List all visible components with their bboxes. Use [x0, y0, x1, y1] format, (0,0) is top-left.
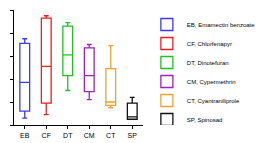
svg-text:EB: EB — [20, 132, 30, 139]
svg-text:DT, Dinotefuran: DT, Dinotefuran — [187, 60, 229, 66]
svg-text:CT, Cyantraniliprole: CT, Cyantraniliprole — [187, 98, 240, 104]
svg-text:SP, Spinosad: SP, Spinosad — [187, 117, 223, 123]
svg-text:CM, Cypermethrin: CM, Cypermethrin — [187, 79, 236, 85]
svg-text:DT: DT — [63, 132, 73, 139]
svg-text:EB, Emamectin benzoate: EB, Emamectin benzoate — [187, 22, 255, 28]
svg-text:CT: CT — [106, 132, 116, 139]
svg-text:CM: CM — [84, 132, 95, 139]
svg-text:CF, Chlorfenapyr: CF, Chlorfenapyr — [187, 41, 232, 47]
svg-text:CF: CF — [42, 132, 51, 139]
svg-text:SP: SP — [128, 132, 138, 139]
